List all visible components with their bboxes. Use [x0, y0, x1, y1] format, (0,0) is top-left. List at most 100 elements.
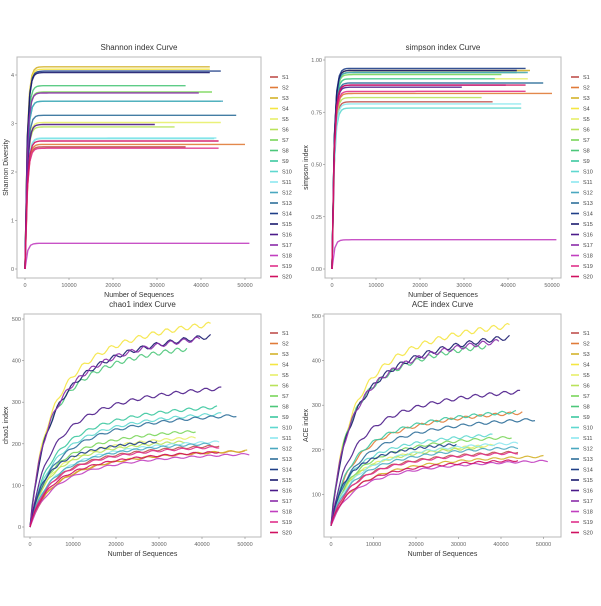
legend-label: S9: [282, 415, 289, 421]
series-line-S20: [330, 459, 519, 526]
legend-label: S10: [282, 170, 292, 176]
series-line-S8: [330, 344, 487, 526]
legend-label: S9: [282, 159, 289, 165]
series-line-S1: [331, 101, 493, 270]
legend-label: S3: [583, 96, 590, 102]
legend-label: S14: [282, 468, 292, 474]
legend-label: S18: [282, 254, 292, 260]
series-line-S6: [24, 126, 175, 270]
legend-label: S6: [282, 384, 289, 390]
series-line-S15: [24, 71, 210, 270]
series-line-S20: [331, 84, 526, 270]
legend-label: S20: [583, 531, 593, 537]
legend-label: S20: [282, 531, 292, 537]
legend-label: S17: [583, 243, 593, 249]
series-line-S14: [24, 70, 221, 270]
legend-label: S12: [583, 191, 593, 197]
series-line-S7: [24, 91, 212, 270]
legend-label: S6: [282, 128, 289, 134]
legend-label: S7: [583, 394, 590, 400]
legend-label: S10: [583, 170, 593, 176]
series-line-S4: [29, 321, 211, 528]
legend-label: S3: [583, 352, 590, 358]
legend: S1 S2 S3 S4 S5 S6 S7 S8 S9 S10 S11 S12 S13 S14 S15 S16 S…: [270, 75, 292, 281]
legend-label: S11: [282, 180, 291, 186]
series-line-S12: [24, 100, 223, 270]
y-tick-label: 1: [11, 219, 14, 225]
series-line-S12: [331, 71, 528, 270]
series-line-S17: [330, 338, 500, 526]
series-line-S16: [24, 123, 155, 270]
series-line-S10: [29, 412, 222, 528]
legend-label: S17: [583, 499, 593, 505]
series-line-S10: [331, 107, 522, 270]
legend-label: S3: [282, 352, 289, 358]
legend-label: S16: [282, 233, 292, 239]
legend-label: S1: [282, 331, 289, 337]
series-line-S14: [330, 443, 457, 526]
series-line-S16: [330, 389, 521, 526]
series-line-S18: [24, 242, 250, 270]
series-line-S15: [29, 333, 212, 528]
legend-label: S8: [583, 405, 590, 411]
chart-title: ACE index Curve: [412, 300, 474, 309]
legend-label: S15: [282, 478, 292, 484]
y-tick-label: 0.50: [311, 163, 322, 169]
legend-label: S5: [282, 117, 289, 123]
legend: S1 S2 S3 S4 S5 S6 S7 S8 S9 S10 S11 S12 S13 S14 S15 S16 S…: [270, 331, 292, 537]
legend-label: S8: [282, 405, 289, 411]
series-line-S7: [331, 73, 502, 270]
legend-label: S19: [282, 264, 292, 270]
series-line-S9: [331, 78, 495, 270]
legend-label: S13: [583, 201, 593, 207]
legend-label: S12: [282, 447, 292, 453]
legend-label: S8: [282, 149, 289, 155]
legend-label: S17: [282, 243, 292, 249]
y-tick-label: 100: [12, 483, 21, 489]
legend-label: S4: [282, 363, 289, 369]
legend-label: S7: [282, 138, 289, 144]
legend-label: S16: [282, 489, 292, 495]
series-line-S5: [24, 121, 221, 270]
legend-label: S1: [583, 75, 590, 81]
series-line-S6: [29, 440, 185, 528]
series-line-S15: [331, 69, 517, 270]
series-line-S16: [29, 386, 222, 528]
chao1-chart: chao1 index Curve 0 10000 20000 30000 40000 50…: [3, 300, 292, 558]
series-line-S4: [24, 68, 210, 270]
legend-label: S14: [282, 212, 292, 218]
x-tick-label: 40000: [500, 283, 515, 289]
series-line-S14: [29, 440, 158, 528]
x-axis-label: Number of Sequences: [408, 551, 478, 558]
chart-title: chao1 index Curve: [109, 300, 176, 309]
legend-label: S6: [583, 384, 590, 390]
series-line-S1: [24, 146, 186, 270]
series-line-S18: [29, 452, 250, 528]
series-line-S4: [330, 322, 510, 526]
simpson-chart: simpson index Curve 0 10000 20000 30000 40000…: [303, 43, 593, 299]
x-tick-label: 40000: [194, 542, 209, 548]
series-line-S20: [24, 140, 219, 270]
series-line-S19: [29, 445, 220, 528]
legend-label: S12: [583, 447, 593, 453]
series-line-S17: [29, 336, 201, 528]
x-tick-label: 0: [28, 542, 31, 548]
x-tick-label: 10000: [61, 283, 76, 289]
series-line-S18: [331, 239, 557, 270]
x-tick-label: 20000: [108, 542, 123, 548]
x-tick-label: 10000: [368, 283, 383, 289]
legend-label: S4: [583, 363, 590, 369]
plot-panel: [324, 56, 562, 279]
legend-label: S5: [583, 373, 590, 379]
x-axis-label: Number of Sequences: [408, 292, 478, 299]
legend-label: S15: [282, 222, 292, 228]
x-tick-label: 0: [329, 542, 332, 548]
series-line-S12: [29, 442, 211, 528]
y-tick-label: 100: [312, 492, 321, 498]
y-tick-label: 1.00: [311, 58, 322, 64]
legend-label: S20: [282, 275, 292, 281]
legend-label: S17: [282, 499, 292, 505]
y-tick-label: 0.25: [311, 215, 322, 221]
legend-label: S13: [583, 457, 593, 463]
y-tick-label: 0.75: [311, 110, 322, 116]
